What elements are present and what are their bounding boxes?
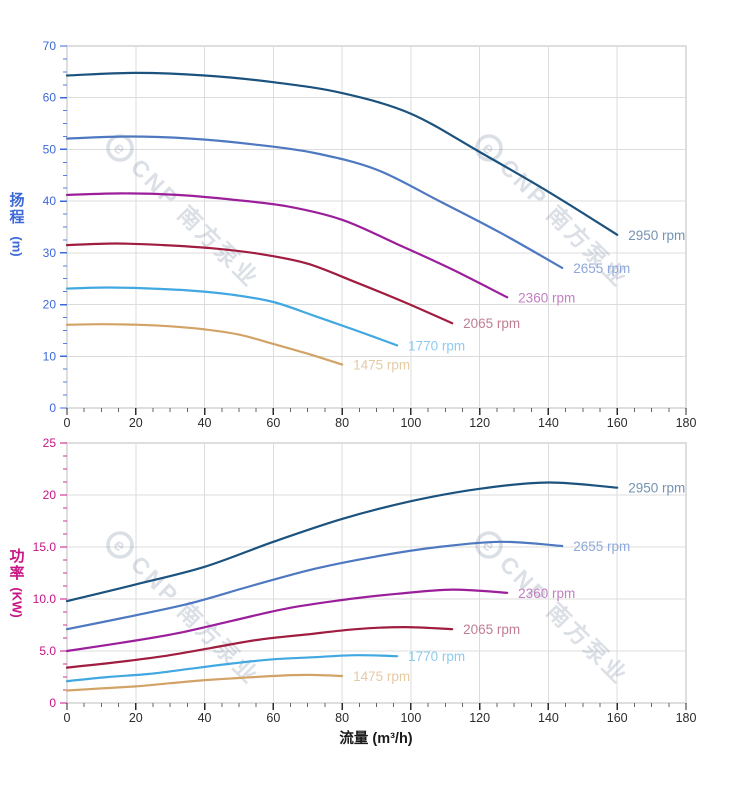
- y-tick-label: 25: [43, 436, 57, 450]
- x-tick-label: 20: [129, 711, 143, 725]
- x-tick-label: 0: [64, 416, 71, 430]
- y-tick-label: 0: [49, 696, 56, 710]
- head-y-axis-char: 扬: [9, 192, 25, 209]
- x-tick-label: 140: [538, 711, 559, 725]
- y-axis-ticks: [60, 45, 67, 409]
- curve-label-2065-rpm: 2065 rpm: [463, 316, 520, 331]
- y-tick-label: 10: [43, 349, 57, 363]
- y-tick-label: 70: [43, 39, 57, 53]
- curve-1770-rpm-head: [65, 286, 399, 347]
- x-tick-label: 80: [335, 416, 349, 430]
- curve-2950-rpm-power: [65, 481, 619, 603]
- curve-label-2950-rpm: 2950 rpm: [628, 481, 685, 496]
- watermark-text: CNP 南方泵业: [495, 551, 634, 690]
- watermark-logo-icon: [475, 531, 503, 559]
- curve-label-1770-rpm: 1770 rpm: [408, 338, 465, 353]
- x-tick-label: 100: [400, 416, 421, 430]
- x-axis-title: 流量 (m³/h): [339, 731, 413, 747]
- curve-label-2655-rpm: 2655 rpm: [573, 539, 630, 554]
- curve-2065-rpm-power: [65, 625, 454, 669]
- x-axis-ticks: [66, 703, 687, 710]
- head-y-axis-unit: (m): [9, 236, 25, 257]
- x-tick-label: 180: [676, 416, 697, 430]
- watermark-logo-icon: [106, 134, 134, 162]
- x-tick-label: 120: [469, 711, 490, 725]
- y-tick-label: 10.0: [33, 592, 57, 606]
- curve-1475-rpm-power: [65, 673, 344, 692]
- curve-label-1475-rpm: 1475 rpm: [353, 358, 410, 373]
- x-tick-label: 160: [607, 711, 628, 725]
- x-axis-ticks: [66, 408, 687, 415]
- x-tick-label: 0: [64, 711, 71, 725]
- watermark-logo-icon: [475, 134, 503, 162]
- x-tick-label: 180: [676, 711, 697, 725]
- y-tick-label: 60: [43, 91, 57, 105]
- power-y-axis-title: 功 率 (KW): [4, 548, 30, 618]
- curve-label-2360-rpm: 2360 rpm: [518, 290, 575, 305]
- curve-1770-rpm-power: [65, 654, 399, 683]
- gridlines: [67, 46, 686, 408]
- curve-label-2655-rpm: 2655 rpm: [573, 261, 630, 276]
- curve-label-1475-rpm: 1475 rpm: [353, 669, 410, 684]
- curve-label-2360-rpm: 2360 rpm: [518, 586, 575, 601]
- y-tick-label: 0: [49, 401, 56, 415]
- curve-2360-rpm-head: [65, 192, 509, 299]
- watermark-text: CNP 南方泵业: [126, 154, 265, 293]
- x-tick-label: 40: [198, 711, 212, 725]
- head-y-axis-char: 程: [9, 209, 25, 226]
- y-tick-label: 5.0: [39, 644, 56, 658]
- power-y-axis-char: 功: [9, 548, 25, 565]
- y-tick-label: 40: [43, 194, 57, 208]
- y-tick-label: 30: [43, 246, 57, 260]
- curve-2360-rpm-power: [65, 588, 509, 653]
- curve-2655-rpm-power: [65, 540, 564, 631]
- head-y-axis-title: 扬 程 (m): [4, 192, 30, 257]
- x-tick-label: 20: [129, 416, 143, 430]
- power-y-axis-char: 率: [9, 565, 25, 582]
- curve-2655-rpm-head: [65, 135, 564, 269]
- x-tick-label: 120: [469, 416, 490, 430]
- x-tick-label: 80: [335, 711, 349, 725]
- x-tick-label: 40: [198, 416, 212, 430]
- y-tick-label: 20: [43, 488, 57, 502]
- y-axis-ticks: [60, 442, 67, 704]
- watermark-logo-icon: [106, 531, 134, 559]
- curve-2950-rpm-head: [65, 71, 619, 236]
- curve-2065-rpm-head: [65, 242, 454, 325]
- curve-label-2065-rpm: 2065 rpm: [463, 622, 520, 637]
- curve-label-2950-rpm: 2950 rpm: [628, 228, 685, 243]
- power-y-axis-unit: (KW): [9, 587, 25, 618]
- y-tick-label: 20: [43, 298, 57, 312]
- curve-1475-rpm-head: [65, 323, 344, 366]
- y-tick-label: 15.0: [33, 540, 57, 554]
- y-tick-label: 50: [43, 142, 57, 156]
- plot-border: [66, 45, 687, 409]
- curve-label-1770-rpm: 1770 rpm: [408, 649, 465, 664]
- x-tick-label: 100: [400, 711, 421, 725]
- x-tick-label: 160: [607, 416, 628, 430]
- x-tick-label: 140: [538, 416, 559, 430]
- x-tick-label: 60: [266, 711, 280, 725]
- x-tick-label: 60: [266, 416, 280, 430]
